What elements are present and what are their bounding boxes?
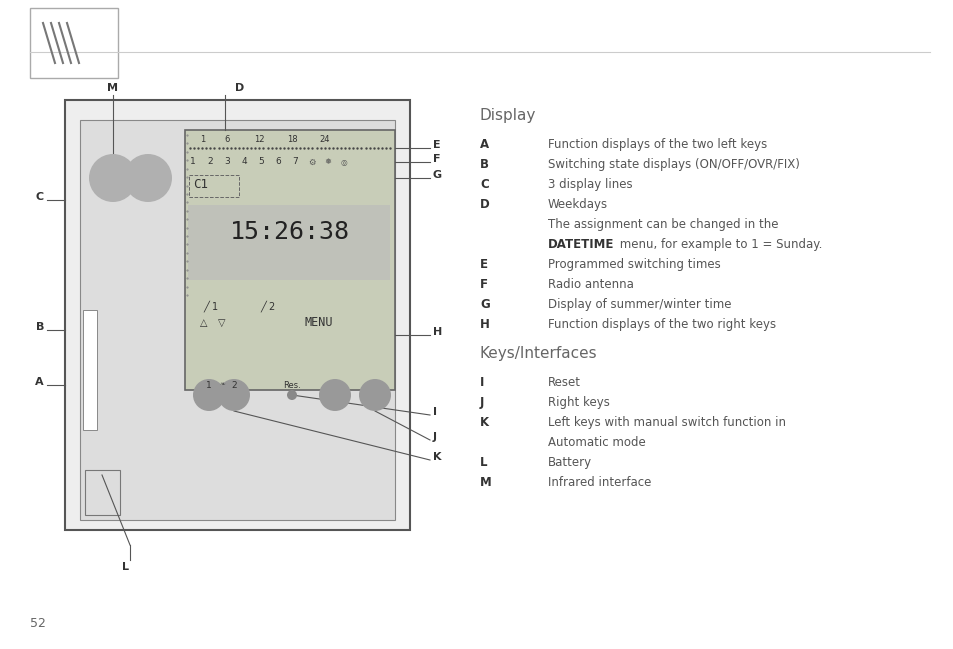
- Text: A: A: [35, 377, 44, 387]
- Text: E: E: [433, 140, 440, 150]
- Text: B: B: [35, 322, 44, 332]
- Text: H: H: [479, 318, 489, 331]
- Text: ▽: ▽: [218, 318, 225, 328]
- Text: Radio antenna: Radio antenna: [547, 278, 633, 291]
- Text: Display: Display: [479, 108, 536, 123]
- Text: Left keys with manual switch function in: Left keys with manual switch function in: [547, 416, 785, 429]
- Text: Switching state displays (ON/OFF/OVR/FIX): Switching state displays (ON/OFF/OVR/FIX…: [547, 158, 799, 171]
- Text: ❧: ❧: [219, 381, 225, 387]
- Text: 1: 1: [190, 158, 195, 167]
- Circle shape: [318, 379, 351, 411]
- Text: M: M: [479, 476, 491, 489]
- Circle shape: [218, 379, 250, 411]
- Text: G: G: [479, 298, 489, 311]
- Text: 4: 4: [241, 158, 247, 167]
- Circle shape: [287, 390, 296, 400]
- Text: Infrared interface: Infrared interface: [547, 476, 651, 489]
- Bar: [83, 310, 97, 430]
- Text: Weekdays: Weekdays: [547, 198, 607, 211]
- Text: Programmed switching times: Programmed switching times: [547, 258, 720, 271]
- Text: 24: 24: [318, 135, 330, 144]
- Text: ╱ 1: ╱ 1: [203, 300, 218, 312]
- Text: I: I: [479, 376, 484, 389]
- Text: 52: 52: [30, 617, 46, 630]
- Text: Battery: Battery: [547, 456, 592, 469]
- Text: 15:26:38: 15:26:38: [230, 220, 350, 244]
- Text: ◎: ◎: [340, 158, 347, 167]
- Text: C: C: [36, 192, 44, 202]
- Text: 3: 3: [224, 158, 230, 167]
- Bar: [189, 175, 239, 197]
- Text: Res.: Res.: [283, 381, 300, 390]
- Text: 18: 18: [287, 135, 298, 144]
- Text: The assignment can be changed in the: The assignment can be changed in the: [547, 218, 778, 231]
- Text: L: L: [122, 562, 130, 572]
- Text: 1: 1: [199, 135, 205, 144]
- Circle shape: [89, 154, 137, 202]
- Bar: [185, 130, 395, 390]
- Text: Automatic mode: Automatic mode: [547, 436, 645, 449]
- Text: 5: 5: [258, 158, 264, 167]
- Text: H: H: [433, 327, 442, 337]
- Text: G: G: [433, 170, 441, 180]
- Text: ❅: ❅: [324, 158, 331, 167]
- Text: MENU: MENU: [305, 316, 334, 329]
- Text: 6: 6: [274, 158, 280, 167]
- Text: △: △: [200, 318, 208, 328]
- Circle shape: [358, 379, 391, 411]
- Text: DATETIME: DATETIME: [547, 238, 614, 251]
- Text: F: F: [479, 278, 488, 291]
- Text: Reset: Reset: [547, 376, 580, 389]
- Text: A: A: [479, 138, 489, 151]
- Text: B: B: [479, 158, 489, 171]
- Text: 7: 7: [292, 158, 297, 167]
- Text: Display of summer/winter time: Display of summer/winter time: [547, 298, 731, 311]
- Text: L: L: [479, 456, 487, 469]
- Text: 12: 12: [253, 135, 265, 144]
- Bar: [80, 120, 395, 520]
- Text: ⚙: ⚙: [308, 158, 315, 167]
- Bar: [65, 100, 410, 530]
- Text: 1: 1: [206, 381, 212, 390]
- Text: C: C: [479, 178, 488, 191]
- Bar: [188, 205, 390, 280]
- Circle shape: [193, 379, 225, 411]
- Bar: [85, 470, 120, 515]
- Text: Function displays of the two right keys: Function displays of the two right keys: [547, 318, 776, 331]
- Text: 6: 6: [224, 135, 230, 144]
- Text: Right keys: Right keys: [547, 396, 609, 409]
- Text: K: K: [479, 416, 489, 429]
- Text: 3 display lines: 3 display lines: [547, 178, 632, 191]
- Text: ╱ 2: ╱ 2: [260, 300, 275, 312]
- Text: 2: 2: [207, 158, 213, 167]
- Text: K: K: [433, 452, 441, 462]
- Bar: [30, 8, 118, 78]
- Text: J: J: [433, 432, 436, 442]
- Circle shape: [124, 154, 172, 202]
- Text: M: M: [108, 83, 118, 93]
- Text: D: D: [235, 83, 244, 93]
- Text: Function displays of the two left keys: Function displays of the two left keys: [547, 138, 766, 151]
- Text: 2: 2: [231, 381, 236, 390]
- Text: I: I: [433, 407, 436, 417]
- Text: menu, for example to 1 = Sunday.: menu, for example to 1 = Sunday.: [616, 238, 821, 251]
- Text: D: D: [479, 198, 489, 211]
- Text: Keys/Interfaces: Keys/Interfaces: [479, 346, 597, 361]
- Text: C1: C1: [193, 178, 208, 191]
- Text: J: J: [479, 396, 484, 409]
- Text: F: F: [433, 154, 440, 164]
- Text: E: E: [479, 258, 488, 271]
